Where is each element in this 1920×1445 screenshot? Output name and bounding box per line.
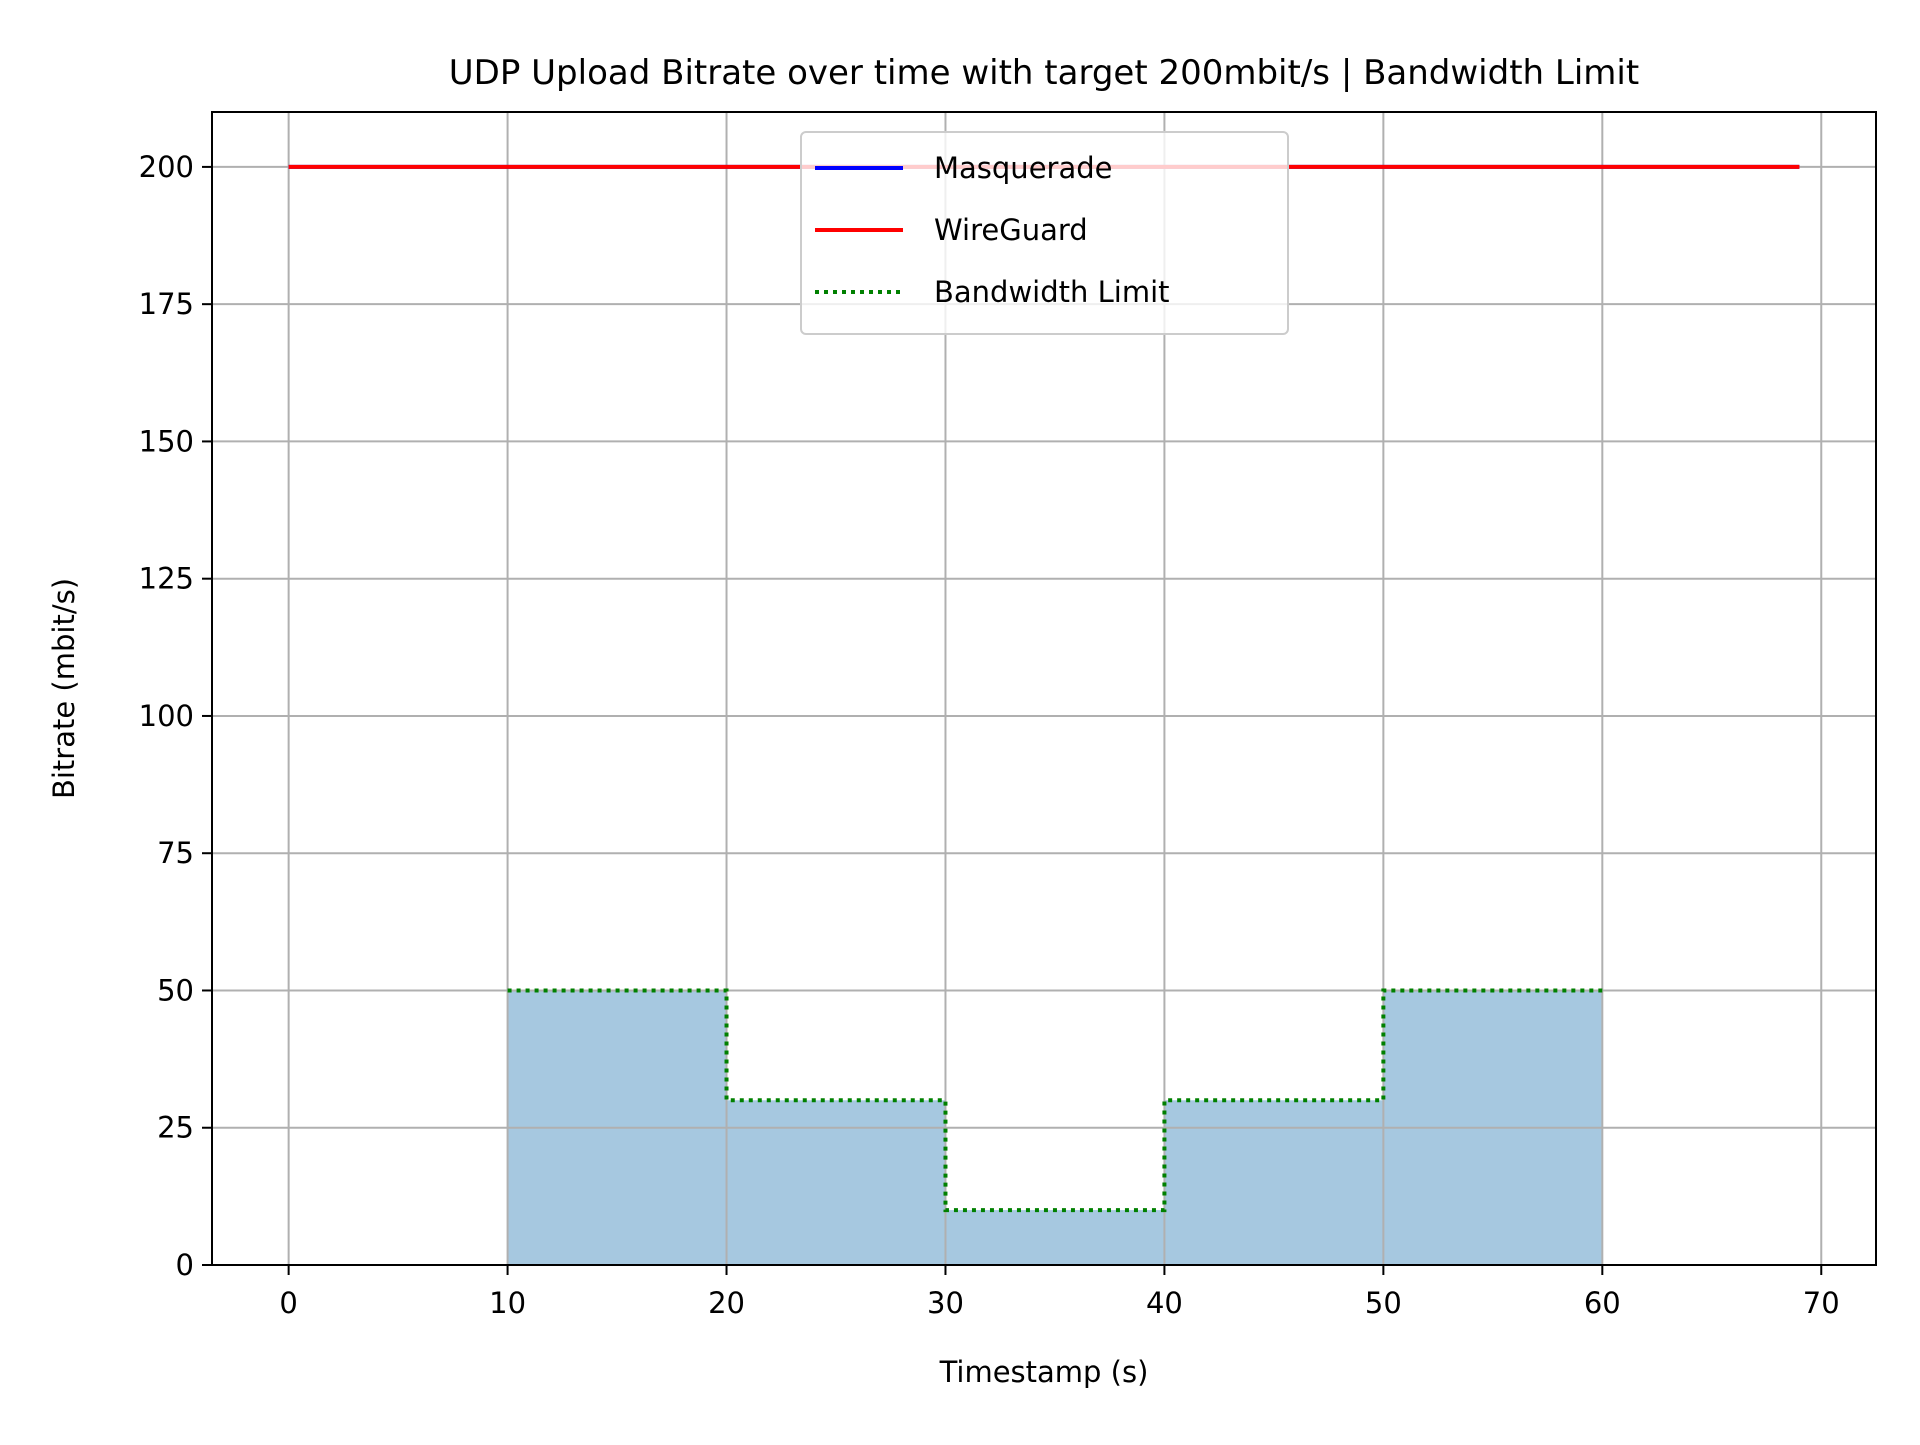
series-line-bandwidth-limit [507, 988, 1603, 1213]
y-tick-label: 200 [139, 150, 194, 184]
bandwidth-fill-segment [945, 1210, 1165, 1265]
x-tick-label: 50 [1365, 1286, 1402, 1320]
y-tick-label: 25 [157, 1111, 194, 1145]
x-tick-label: 40 [1146, 1286, 1183, 1320]
legend-label: Bandwidth Limit [934, 275, 1170, 309]
bandwidth-fill-segment [1164, 1100, 1384, 1265]
tick-layer: 0 10 20 30 40 50 60 70 0 25 50 75 100 125 150 175 200 [139, 150, 1840, 1320]
x-tick-label: 70 [1803, 1286, 1840, 1320]
chart-title: UDP Upload Bitrate over time with target… [449, 53, 1639, 93]
y-tick-label: 175 [139, 287, 194, 321]
y-tick-label: 125 [139, 562, 194, 596]
y-tick-label: 100 [139, 699, 194, 733]
x-tick-label: 30 [927, 1286, 964, 1320]
x-axis-label: Timestamp (s) [939, 1355, 1149, 1389]
plot-frame [211, 111, 1877, 1266]
legend-label: WireGuard [934, 213, 1088, 247]
y-tick-label: 75 [157, 836, 194, 870]
x-tick-label: 20 [708, 1286, 745, 1320]
x-tick-label: 60 [1584, 1286, 1621, 1320]
x-tick-label: 0 [279, 1286, 297, 1320]
y-tick-label: 150 [139, 424, 194, 458]
y-axis-label: Bitrate (mbit/s) [47, 578, 81, 799]
y-tick-label: 0 [176, 1248, 194, 1282]
legend-box [800, 131, 1289, 335]
chart-legend: Masquerade WireGuard Bandwidth Limit [800, 131, 1289, 335]
y-tick-label: 50 [157, 973, 194, 1007]
bandwidth-fill-segment [726, 1100, 946, 1265]
x-tick-label: 10 [489, 1286, 526, 1320]
legend-label: Masquerade [934, 151, 1112, 185]
